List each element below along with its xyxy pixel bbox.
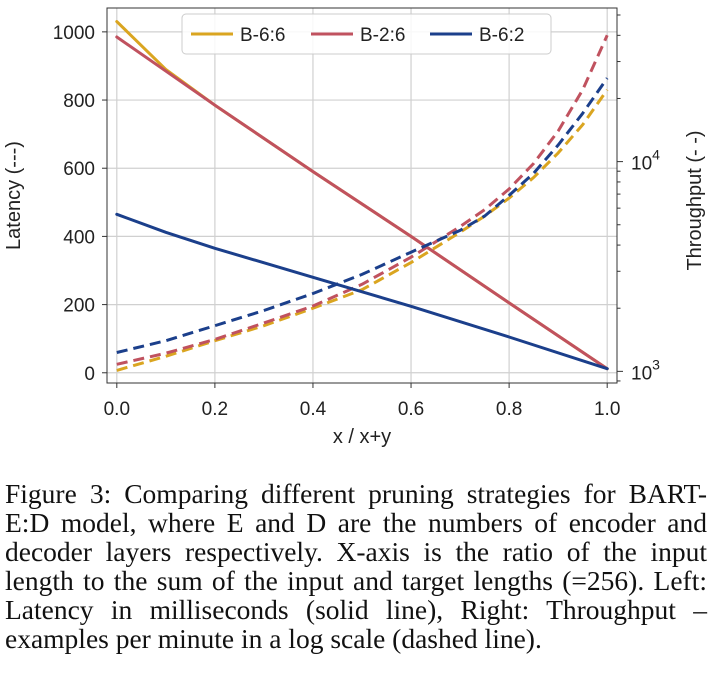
y-tick-label: 200 bbox=[63, 296, 95, 317]
grid bbox=[107, 8, 617, 383]
throughput-line-series-2 bbox=[116, 34, 609, 366]
y2-tick-base: 10 bbox=[631, 363, 652, 384]
ticks: 0.0 0.2 0.4 0.6 0.8 1.00200400600800100010310… bbox=[53, 14, 660, 420]
legend-label-series-1: B-6:6 bbox=[240, 25, 285, 46]
legend-label-series-2: B-2:6 bbox=[360, 25, 405, 46]
y-axis-label: Latency (---) bbox=[3, 141, 25, 250]
y2-tick-exponent: 3 bbox=[652, 356, 660, 372]
x-tick-label: 0.8 bbox=[496, 399, 522, 420]
y-tick-label: 600 bbox=[63, 159, 95, 180]
x-axis-label: x / x+y bbox=[333, 426, 391, 448]
latency-line-series-3 bbox=[115, 212, 609, 371]
y-tick-label: 0 bbox=[84, 364, 95, 385]
x-tick-label: 0.4 bbox=[300, 399, 327, 420]
y-tick-label: 1000 bbox=[53, 23, 95, 44]
x-tick-label: 1.0 bbox=[594, 399, 620, 420]
latency-line-series-2 bbox=[115, 35, 609, 371]
x-tick-label: 0.2 bbox=[202, 399, 228, 420]
legend-box bbox=[181, 13, 552, 55]
throughput-line-series-3 bbox=[116, 77, 609, 354]
latency-line-series-1 bbox=[115, 20, 609, 371]
legend: B-6:6 B-2:6 B-6:2 bbox=[181, 13, 552, 55]
throughput-line-series-1 bbox=[116, 88, 609, 372]
y-tick-label: 800 bbox=[63, 91, 95, 112]
plot-frame bbox=[106, 7, 618, 384]
chart: 0.0 0.2 0.4 0.6 0.8 1.00200400600800100010310… bbox=[3, 7, 706, 448]
y2-tick-base: 10 bbox=[631, 154, 652, 175]
y2-axis-label: Throughput (- -) bbox=[684, 130, 706, 270]
figure-caption: Figure 3: Comparing different pruning st… bbox=[5, 478, 707, 654]
y2-tick-label: 103 bbox=[631, 356, 660, 384]
x-tick-label: 0.6 bbox=[398, 399, 424, 420]
y-tick-label: 400 bbox=[63, 227, 95, 248]
x-tick-label: 0.0 bbox=[104, 399, 130, 420]
series-lines bbox=[115, 20, 609, 372]
y2-tick-exponent: 4 bbox=[652, 147, 660, 163]
y2-tick-label: 104 bbox=[631, 147, 660, 175]
legend-label-series-3: B-6:2 bbox=[479, 25, 524, 46]
